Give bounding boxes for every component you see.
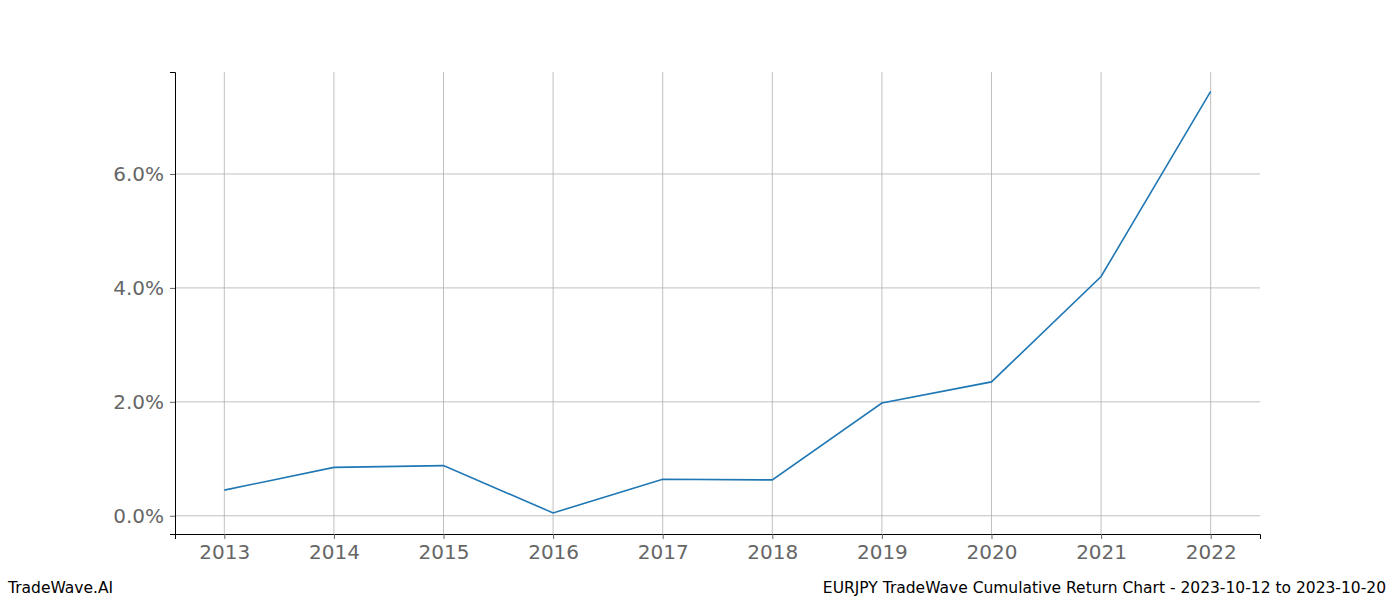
tick-mark [224,534,225,539]
tick-mark [991,534,992,539]
tick-label: 2019 [857,540,908,564]
tick-mark [1101,534,1102,539]
grid-line [175,401,1260,402]
grid-line [553,72,554,534]
axis-line [170,73,176,535]
tick-label: 2017 [638,540,689,564]
grid-line [772,72,773,534]
tick: 2020 [967,534,1018,564]
tick: 2.0% [113,390,175,414]
tick-mark [170,288,175,289]
axis-line [176,535,1261,540]
grid-line [881,72,882,534]
grid-line [443,72,444,534]
tick-label: 4.0% [113,276,164,300]
tick: 2014 [309,534,360,564]
tick-label: 2020 [967,540,1018,564]
tick-label: 2022 [1186,540,1237,564]
tick-label: 6.0% [113,162,164,186]
tick: 2021 [1076,534,1127,564]
tick: 2018 [747,534,798,564]
tick-label: 2015 [419,540,470,564]
tick-label: 2021 [1076,540,1127,564]
tick-mark [1211,534,1212,539]
tick: 2017 [638,534,689,564]
tick-label: 2016 [528,540,579,564]
annotation: TradeWave.AI [7,579,113,597]
grid-line [175,287,1260,288]
series [224,91,1210,513]
grid [175,72,1260,534]
tick-label: 0.0% [113,504,164,528]
plot-area: 2013 2014 2015 2016 2017 2018 2019 2020 2021 2022… [113,72,1260,564]
tick-mark [663,534,664,539]
grid-line [662,72,663,534]
grid-line [175,515,1260,516]
tick-label: 2013 [199,540,250,564]
tick-mark [772,534,773,539]
tick: 2022 [1186,534,1237,564]
tick-mark [170,174,175,175]
grid-line [991,72,992,534]
tick-label: 2014 [309,540,360,564]
grid-line [1210,72,1211,534]
y-axis: 0.0% 2.0% 4.0% 6.0% [113,73,175,535]
grid-line [1101,72,1102,534]
tick-label: 2.0% [113,390,164,414]
tick: 2016 [528,534,579,564]
grid-line [175,173,1260,174]
grid-line [224,72,225,534]
chart: 2013 2014 2015 2016 2017 2018 2019 2020 2021 2022… [0,0,1400,600]
tick: 2015 [419,534,470,564]
tick-mark [444,534,445,539]
tick-mark [553,534,554,539]
tick-mark [170,402,175,403]
tick-mark [334,534,335,539]
tick-mark [170,516,175,517]
tick: 2013 [199,534,250,564]
tick-mark [882,534,883,539]
line [224,91,1210,513]
tick: 0.0% [113,504,175,528]
tick: 2019 [857,534,908,564]
grid-line [333,72,334,534]
tick-label: 2018 [747,540,798,564]
annotation: EURJPY TradeWave Cumulative Return Chart… [823,579,1386,597]
x-axis: 2013 2014 2015 2016 2017 2018 2019 2020 2021 2022 [176,534,1261,564]
tick: 4.0% [113,276,175,300]
tick: 6.0% [113,162,175,186]
